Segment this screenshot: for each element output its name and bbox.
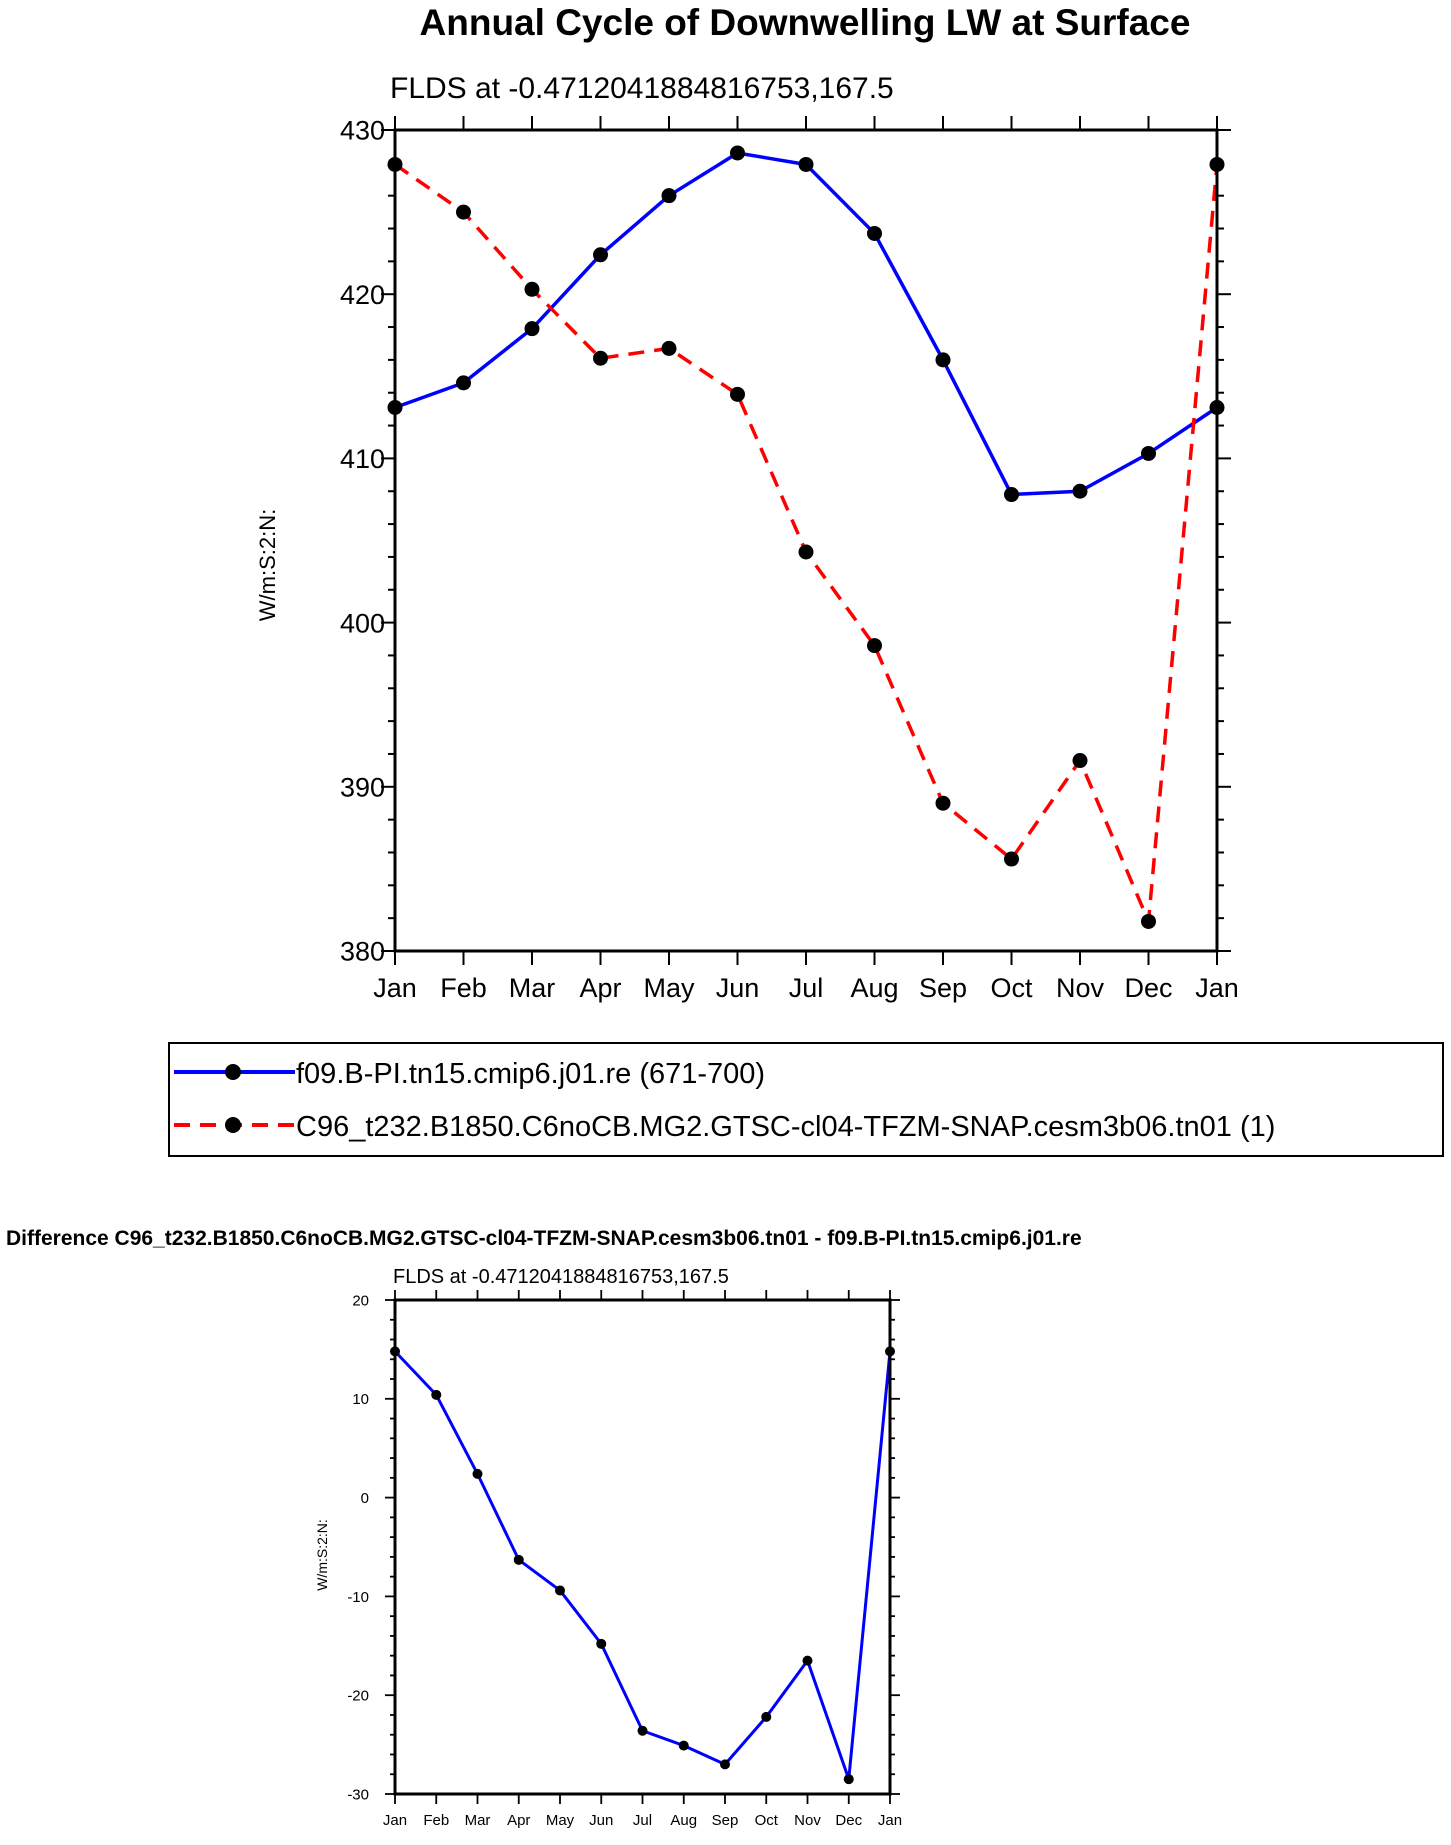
chart1-title: Annual Cycle of Downwelling LW at Surfac… (420, 2, 1191, 43)
y-tick-label: 410 (340, 444, 385, 474)
data-point (798, 156, 814, 172)
chart1-series (387, 145, 1225, 929)
y-tick-label: 430 (340, 116, 385, 146)
chart2-plot-frame (393, 1298, 892, 1796)
annual-cycle-chart: Annual Cycle of Downwelling LW at Surfac… (255, 2, 1239, 1003)
data-point (935, 352, 951, 368)
data-point (678, 1740, 689, 1751)
series-line-1 (393, 1350, 892, 1781)
x-tick-label: Feb (440, 973, 487, 1003)
data-point (798, 544, 814, 560)
y-tick-label: 380 (340, 937, 385, 967)
y-tick-label: 390 (340, 773, 385, 803)
data-point (802, 1655, 813, 1666)
x-tick-label: Oct (990, 973, 1033, 1003)
chart2-subtitle: FLDS at -0.4712041884816753,167.5 (393, 1266, 729, 1288)
data-point (1072, 483, 1088, 499)
legend: f09.B-PI.tn15.cmip6.j01.re (671-700) C96… (168, 1042, 1444, 1157)
y-tick-label: 400 (340, 608, 385, 638)
chart2-title: Difference C96_t232.B1850.C6noCB.MG2.GTS… (6, 1227, 1082, 1250)
data-point (593, 350, 608, 366)
data-point (456, 375, 471, 391)
chart1-tick-labels: Jan Feb Mar Apr May Jun Jul Aug Sep Oct Nov Dec Jan 3… (340, 116, 1239, 1003)
chart1-subtitle: FLDS at -0.4712041884816753,167.5 (390, 72, 894, 105)
x-tick-label: Jan (1195, 973, 1239, 1003)
x-tick-label: Apr (579, 973, 621, 1003)
data-point (555, 1585, 565, 1596)
data-point (661, 340, 677, 356)
legend-box (168, 1042, 1444, 1157)
x-tick-label: Sep (919, 973, 967, 1003)
legend-marker-1 (225, 1064, 241, 1080)
x-tick-label: Oct (755, 1812, 779, 1829)
data-point (843, 1774, 854, 1785)
y-tick-label: -20 (347, 1688, 369, 1705)
data-point (867, 638, 882, 654)
legend-marker-2 (225, 1117, 241, 1133)
x-tick-label: Jun (716, 973, 760, 1003)
data-point (867, 225, 882, 241)
x-tick-label: Feb (423, 1812, 449, 1829)
y-tick-label: 0 (361, 1490, 369, 1507)
x-tick-label: Jan (878, 1812, 902, 1829)
x-tick-label: May (546, 1812, 575, 1829)
x-tick-label: May (643, 973, 695, 1003)
data-point (935, 795, 951, 811)
data-point (761, 1711, 772, 1722)
y-tick-label: 10 (352, 1391, 369, 1408)
x-tick-label: Nov (1056, 973, 1105, 1003)
data-point (720, 1759, 730, 1770)
data-point (637, 1725, 648, 1736)
series-line-1 (394, 151, 1218, 497)
data-point (661, 188, 677, 204)
data-point (472, 1468, 483, 1479)
data-point (1004, 851, 1019, 867)
x-tick-label: Jan (383, 1812, 407, 1829)
data-point (730, 386, 745, 402)
chart1-ylabel: W/m:S:2:N: (255, 509, 280, 621)
legend-label-1: f09.B-PI.tn15.cmip6.j01.re (671-700) (296, 1058, 765, 1090)
y-tick-label: 420 (340, 280, 385, 310)
x-tick-label: Mar (465, 1812, 491, 1829)
data-point (524, 321, 540, 337)
x-tick-label: Aug (850, 973, 898, 1003)
y-tick-label: -10 (347, 1589, 369, 1606)
x-tick-label: Jul (789, 973, 824, 1003)
data-point (456, 204, 471, 220)
data-point (1141, 913, 1156, 929)
data-point (730, 145, 745, 161)
data-point (1141, 445, 1156, 461)
chart2-tick-labels: Jan Feb Mar Apr May Jun Jul Aug Sep Oct Nov Dec Jan-… (347, 1292, 902, 1829)
x-tick-label: Jul (633, 1812, 652, 1829)
x-tick-label: Dec (1124, 973, 1172, 1003)
chart1-ticks (381, 116, 1231, 965)
legend-entry-2: C96_t232.B1850.C6noCB.MG2.GTSC-cl04-TFZM… (174, 1111, 1275, 1143)
legend-label-2: C96_t232.B1850.C6noCB.MG2.GTSC-cl04-TFZM… (296, 1111, 1275, 1143)
data-point (513, 1554, 524, 1565)
data-point (593, 247, 608, 263)
x-tick-label: Jan (373, 973, 417, 1003)
x-tick-label: Nov (794, 1812, 821, 1829)
x-tick-label: Aug (670, 1812, 697, 1829)
x-tick-label: Jun (589, 1812, 613, 1829)
y-tick-label: -30 (347, 1786, 369, 1803)
data-point (1004, 487, 1019, 503)
data-point (431, 1389, 442, 1400)
difference-chart: Difference C96_t232.B1850.C6noCB.MG2.GTS… (6, 1227, 1082, 1829)
chart2-series (390, 1346, 895, 1785)
x-tick-label: Mar (509, 973, 556, 1003)
chart2-ticks (385, 1290, 900, 1804)
x-tick-label: Sep (712, 1812, 739, 1829)
x-tick-label: Apr (507, 1812, 530, 1829)
data-point (596, 1638, 607, 1649)
series-line-2 (394, 163, 1219, 924)
y-tick-label: 20 (352, 1292, 369, 1309)
chart1-plot-frame (393, 128, 1219, 953)
x-tick-label: Dec (835, 1812, 862, 1829)
legend-entry-1: f09.B-PI.tn15.cmip6.j01.re (671-700) (174, 1058, 765, 1090)
chart2-ylabel: W/m:S:2:N: (314, 1519, 330, 1591)
data-point (1072, 753, 1088, 769)
data-point (524, 281, 540, 297)
